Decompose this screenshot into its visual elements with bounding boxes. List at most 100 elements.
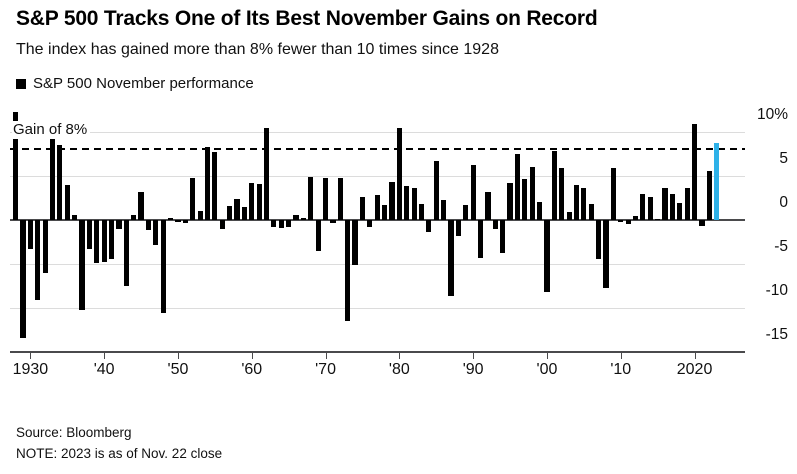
bar-1949 bbox=[167, 218, 174, 220]
bar-1930 bbox=[27, 219, 33, 249]
bar-1961 bbox=[256, 183, 262, 220]
bar-2016 bbox=[662, 188, 668, 220]
chart-subtitle: The index has gained more than 8% fewer … bbox=[16, 41, 499, 58]
bar-1931 bbox=[35, 219, 41, 301]
x-tick-2010 bbox=[620, 352, 622, 359]
bar-1977 bbox=[374, 195, 380, 220]
x-axis: 1930 '40 '50 '60 '70 '80 '90 '00 '10 2020 bbox=[10, 352, 745, 382]
x-tick-1990 bbox=[473, 352, 475, 359]
bar-2002 bbox=[559, 167, 565, 220]
bar-1972 bbox=[337, 178, 343, 220]
bar-1997 bbox=[522, 179, 528, 220]
bar-1938 bbox=[86, 219, 92, 249]
bar-1935 bbox=[64, 184, 70, 220]
zero-line bbox=[10, 219, 745, 221]
bar-1999 bbox=[536, 202, 543, 220]
bar-2023 bbox=[714, 143, 720, 220]
bar-2014 bbox=[647, 196, 653, 220]
gain-line-label: Gain of 8% bbox=[12, 121, 91, 139]
chart-title: S&P 500 Tracks One of Its Best November … bbox=[16, 7, 598, 30]
bar-2005 bbox=[581, 188, 587, 220]
bar-1966 bbox=[293, 215, 299, 220]
bar-1970 bbox=[322, 177, 329, 220]
bar-1996 bbox=[514, 153, 521, 220]
x-tick-1930 bbox=[30, 352, 32, 359]
bar-1963 bbox=[271, 219, 277, 227]
bar-2019 bbox=[684, 188, 690, 220]
bar-1957 bbox=[227, 205, 233, 220]
bar-1955 bbox=[212, 152, 218, 220]
bar-1974 bbox=[352, 219, 358, 265]
bar-2001 bbox=[551, 151, 557, 220]
source-text: Source: Bloomberg bbox=[16, 425, 132, 440]
y-tick-label--15: -15 bbox=[765, 326, 788, 343]
bar-1946 bbox=[145, 219, 152, 230]
bar-1952 bbox=[190, 177, 196, 220]
footer: Source: Bloomberg NOTE: 2023 is as of No… bbox=[16, 422, 222, 464]
bar-1969 bbox=[315, 219, 321, 251]
bar-1936 bbox=[72, 215, 78, 220]
x-tick-label-2010: '10 bbox=[610, 361, 632, 378]
bar-2012 bbox=[632, 216, 639, 220]
bar-1982 bbox=[411, 188, 417, 220]
bar-1951 bbox=[182, 219, 188, 223]
y-tick-label-5: 5 bbox=[779, 150, 788, 167]
legend: S&P 500 November performance bbox=[16, 75, 254, 92]
x-tick-label-1960: '60 bbox=[241, 361, 263, 378]
bar-1960 bbox=[249, 182, 255, 220]
bar-2010 bbox=[618, 219, 624, 222]
bar-2020 bbox=[691, 123, 698, 220]
bar-2006 bbox=[588, 204, 594, 220]
x-tick-2020 bbox=[694, 352, 696, 359]
y-tick-label-0: 0 bbox=[779, 194, 788, 211]
bar-1956 bbox=[219, 219, 225, 229]
x-tick-label-2020: 2020 bbox=[676, 361, 713, 378]
bar-2015 bbox=[655, 218, 661, 220]
bar-1962 bbox=[263, 128, 270, 220]
x-tick-label-1940: '40 bbox=[93, 361, 115, 378]
y-tick-label--10: -10 bbox=[765, 282, 788, 299]
bar-1942 bbox=[116, 219, 122, 229]
bar-1959 bbox=[241, 206, 247, 220]
bar-2004 bbox=[573, 184, 580, 220]
x-tick-1960 bbox=[251, 352, 253, 359]
bar-1979 bbox=[389, 181, 395, 220]
x-tick-1980 bbox=[399, 352, 401, 359]
bar-1985 bbox=[433, 160, 439, 220]
bar-1941 bbox=[108, 219, 115, 259]
x-tick-label-2000: '00 bbox=[536, 361, 558, 378]
bar-1933 bbox=[49, 128, 56, 220]
note-text: NOTE: 2023 is as of Nov. 22 close bbox=[16, 446, 223, 461]
bar-1950 bbox=[175, 219, 181, 222]
x-tick-label-1950: '50 bbox=[167, 361, 189, 378]
y-tick-label-10%: 10% bbox=[756, 106, 788, 123]
gridline-10 bbox=[10, 132, 745, 133]
gridline-5 bbox=[10, 176, 745, 177]
bar-2008 bbox=[603, 219, 609, 288]
legend-label: S&P 500 November performance bbox=[33, 75, 254, 92]
bar-1928 bbox=[13, 112, 19, 220]
bar-1964 bbox=[278, 219, 284, 228]
bar-1992 bbox=[485, 191, 491, 220]
bar-1937 bbox=[79, 219, 85, 310]
x-axis-line bbox=[10, 351, 745, 353]
bar-2017 bbox=[669, 194, 675, 220]
bar-1968 bbox=[308, 176, 314, 220]
bar-1958 bbox=[234, 198, 240, 220]
bar-2021 bbox=[699, 219, 705, 227]
legend-square-icon bbox=[16, 78, 26, 89]
bar-1945 bbox=[138, 191, 144, 220]
x-tick-label-1990: '90 bbox=[462, 361, 484, 378]
bar-1993 bbox=[492, 219, 498, 229]
bar-1940 bbox=[101, 219, 107, 263]
bar-1995 bbox=[507, 182, 513, 220]
gridline--10 bbox=[10, 308, 745, 309]
bar-1990 bbox=[470, 165, 476, 220]
bar-1947 bbox=[153, 219, 159, 245]
bar-2007 bbox=[596, 219, 602, 259]
bar-2011 bbox=[625, 219, 631, 225]
bar-1965 bbox=[286, 219, 292, 227]
y-tick-label--5: -5 bbox=[774, 238, 788, 255]
bar-1987 bbox=[448, 219, 454, 296]
